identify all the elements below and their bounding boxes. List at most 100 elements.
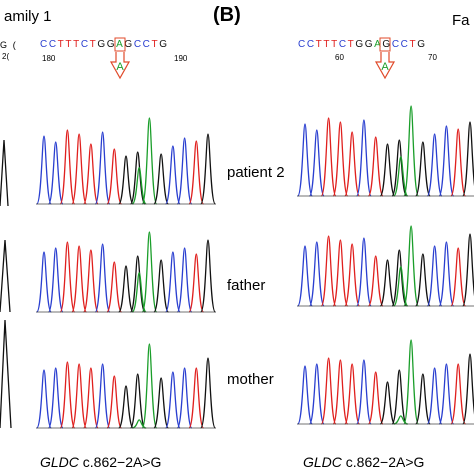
trace-b-father-peak-1 [308, 241, 325, 307]
panel-a-mutation-base: A [116, 61, 124, 73]
trace-b-patient-peak-1 [308, 129, 325, 197]
edge-peak-a-1 [0, 139, 9, 207]
trace-b-mother-peak-6 [367, 371, 384, 425]
trace-a-father-peak-11 [164, 251, 181, 313]
seq-b-base-5: C [338, 39, 348, 50]
seq-b-base-4: T [331, 39, 339, 50]
seq-a-base-0: C [40, 39, 49, 50]
trace-a-patient-peak-6 [106, 148, 123, 205]
trace-a-mother-peak-11 [164, 371, 181, 429]
trace-b-patient-peak-9 [403, 105, 420, 197]
caption-a-variant: c.862−2A>G [78, 454, 162, 470]
left-position-fragment: 2( [2, 52, 10, 61]
trace-b-mother-peak-10 [414, 373, 431, 425]
trace-b-mother-peak-4 [344, 363, 361, 425]
trace-b-mother-peak-9 [403, 339, 420, 425]
trace-b-father-peak-7 [379, 259, 396, 307]
trace-b-mother-peak-5 [355, 359, 372, 425]
trace-b-mother-peak-1 [308, 363, 325, 425]
trace-a-patient-peak-8 [129, 151, 146, 205]
trace-a-father-peak-4 [82, 249, 99, 313]
trace-a-mother-peak-4 [82, 367, 99, 429]
seq-b-base-11: C [391, 39, 401, 50]
trace-b-father-peak-14 [462, 233, 474, 307]
trace-a-patient-peak-10 [153, 153, 170, 205]
trace-a-father-peak-0 [36, 251, 52, 313]
trace-a-mother-peak-14 [200, 357, 216, 429]
trace-b-patient-peak-14 [462, 121, 474, 197]
trace-b-mother-peak-14 [462, 353, 474, 425]
trace-a-father-peak-5 [94, 243, 111, 313]
seq-a-base-6: T [89, 39, 98, 50]
panel-a-highlight-box [114, 37, 126, 52]
sequence-header-b: CCTTTCTGGAGCCTG [298, 39, 427, 50]
trace-a-patient-mut-peak [131, 166, 147, 205]
trace-b-patient-peak-6 [367, 136, 384, 197]
trace-b-patient-peak-4 [344, 131, 361, 197]
trace-a-father-peak-2 [59, 241, 76, 313]
trace-a-mother-peak-1 [47, 367, 64, 429]
seq-a-base-2: T [57, 39, 66, 50]
trace-a-mother-peak-7 [118, 385, 134, 429]
trace-b-patient-peak-13 [450, 128, 467, 197]
trace-b-mother-peak-12 [438, 363, 455, 425]
seq-b-base-10: G [382, 39, 392, 50]
panel-b-mutation-arrow-icon: A [374, 37, 396, 80]
edge-peak-a-3 [0, 319, 12, 429]
trace-a-father-peak-9 [141, 231, 158, 313]
sequence-header-a: CCTTTCTGGAGCCTG [40, 39, 169, 50]
seq-a-base-11: C [133, 39, 143, 50]
seq-b-base-8: G [364, 39, 375, 50]
seq-a-base-8: G [106, 39, 117, 50]
seq-b-base-1: C [306, 39, 316, 50]
trace-b-patient-peak-8 [391, 139, 408, 197]
seq-b-base-7: G [355, 39, 365, 50]
trace-a-father-peak-8 [129, 255, 146, 313]
position-mark-a-2: 190 [174, 54, 188, 63]
trace-a-father-peak-6 [106, 261, 123, 313]
trace-b-patient-peak-3 [332, 121, 349, 197]
seq-a-base-12: C [142, 39, 152, 50]
trace-b-father-peak-2 [320, 235, 337, 307]
trace-a-father-mut-peak [131, 272, 147, 313]
trace-b-father-peak-0 [297, 245, 313, 307]
trace-a-father-peak-7 [118, 265, 134, 313]
trace-b-patient-peak-2 [320, 117, 337, 197]
seq-a-base-4: T [73, 39, 81, 50]
trace-a-patient-peak-9 [141, 117, 158, 205]
seq-b-base-13: T [409, 39, 418, 50]
caption-b-gene: GLDC [303, 454, 342, 470]
trace-b-patient-peak-5 [355, 119, 372, 197]
trace-b-mother-peak-3 [332, 359, 349, 425]
trace-b-father-peak-4 [344, 243, 361, 307]
trace-b-father-peak-11 [426, 245, 443, 307]
sample-label-patient: patient 2 [227, 164, 285, 181]
trace-a-mother-peak-0 [36, 369, 52, 429]
seq-a-base-5: C [80, 39, 90, 50]
trace-b-mother-peak-8 [391, 369, 408, 425]
trace-b-mother-peak-13 [450, 363, 467, 425]
panel-a-arrow-shape [109, 52, 131, 80]
trace-b-father-peak-3 [332, 239, 349, 307]
trace-b-father-peak-10 [414, 253, 431, 307]
trace-b-father-peak-12 [438, 241, 455, 307]
seq-b-base-3: T [323, 39, 332, 50]
seq-a-base-13: T [151, 39, 160, 50]
trace-a-patient-peak-3 [71, 133, 88, 205]
family-label-b: Fa [452, 12, 470, 29]
caption-b-variant: c.862−2A>G [341, 454, 425, 470]
trace-a-mother-peak-6 [106, 375, 123, 429]
trace-a-father-peak-12 [176, 247, 193, 313]
trace-a-patient-peak-11 [164, 145, 181, 205]
trace-b-mother-peak-2 [320, 357, 337, 425]
trace-b-father-peak-9 [403, 225, 420, 307]
trace-b-patient-peak-12 [438, 125, 455, 197]
panel-b-arrow-shape [374, 52, 396, 80]
caption-a-gene: GLDC [40, 454, 79, 470]
trace-b-father-peak-8 [391, 249, 408, 307]
trace-a-father-peak-14 [200, 239, 216, 313]
trace-b-patient-peak-7 [379, 143, 396, 197]
trace-a-father-peak-3 [71, 245, 88, 313]
trace-b-patient-mut-peak [393, 156, 409, 197]
trace-a-mother-peak-10 [153, 377, 170, 429]
